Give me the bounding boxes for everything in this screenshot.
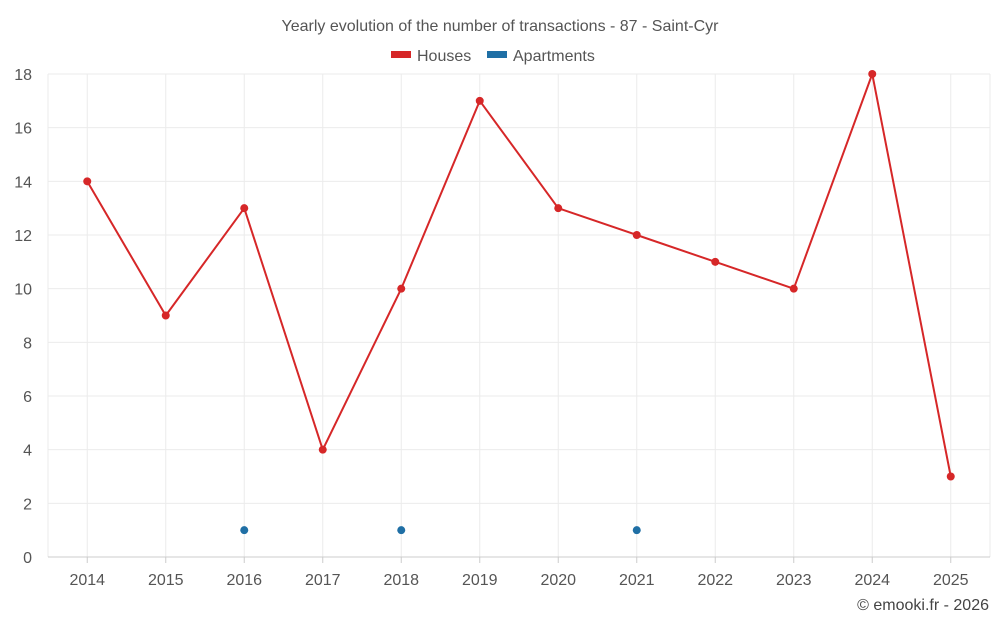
data-point-houses[interactable] (946, 472, 955, 481)
data-point-houses[interactable] (632, 231, 641, 239)
x-tick-label: 2022 (697, 572, 733, 589)
y-tick-label: 16 (14, 121, 32, 138)
credit-text: © emooki.fr - 2026 (857, 597, 989, 614)
data-point-houses[interactable] (554, 204, 563, 213)
legend-label-houses[interactable]: Houses (417, 48, 471, 65)
data-point-houses[interactable] (868, 70, 877, 78)
x-tick-label: 2017 (305, 572, 341, 589)
legend-swatch-apartments (487, 51, 507, 58)
chart-title: Yearly evolution of the number of transa… (282, 18, 720, 35)
series-line-houses (86, 73, 952, 477)
x-tick-label: 2023 (776, 572, 812, 589)
data-point-houses[interactable] (397, 284, 406, 293)
legend: Houses Apartments (391, 48, 595, 65)
data-point-houses[interactable] (240, 204, 249, 213)
x-tick-label: 2020 (540, 572, 576, 589)
legend-swatch-houses (391, 51, 411, 58)
y-tick-label: 8 (23, 335, 32, 352)
data-point-apartments[interactable] (632, 526, 641, 535)
x-tick-label: 2015 (148, 572, 184, 589)
legend-label-apartments[interactable]: Apartments (513, 48, 595, 65)
y-tick-label: 2 (23, 496, 32, 513)
y-tick-label: 0 (23, 550, 32, 567)
y-tick-label: 18 (14, 67, 32, 84)
y-tick-label: 10 (14, 282, 32, 299)
x-tick-label: 2025 (933, 572, 969, 589)
series (83, 70, 955, 535)
data-point-houses[interactable] (161, 311, 170, 320)
x-tick-label: 2024 (854, 572, 890, 589)
x-tick-label: 2021 (619, 572, 655, 589)
x-tick-label: 2019 (462, 572, 498, 589)
y-tick-label: 6 (23, 389, 32, 406)
data-point-houses[interactable] (789, 284, 798, 293)
data-point-apartments[interactable] (240, 526, 249, 535)
y-tick-label: 4 (23, 443, 32, 460)
data-point-houses[interactable] (475, 96, 484, 105)
data-point-houses[interactable] (711, 257, 720, 266)
y-tick-label: 12 (14, 228, 32, 245)
data-point-houses[interactable] (83, 177, 92, 186)
y-tick-label: 14 (14, 174, 32, 191)
x-tick-label: 2018 (383, 572, 419, 589)
x-tick-label: 2014 (69, 572, 105, 589)
data-point-apartments[interactable] (397, 526, 406, 535)
data-point-houses[interactable] (318, 445, 327, 454)
grid (47, 73, 991, 558)
x-tick-label: 2016 (226, 572, 262, 589)
axes: 0 2 4 6 8 10 12 14 16 18 2014 2015 2016 2017 2018 2019 2… (14, 67, 990, 589)
